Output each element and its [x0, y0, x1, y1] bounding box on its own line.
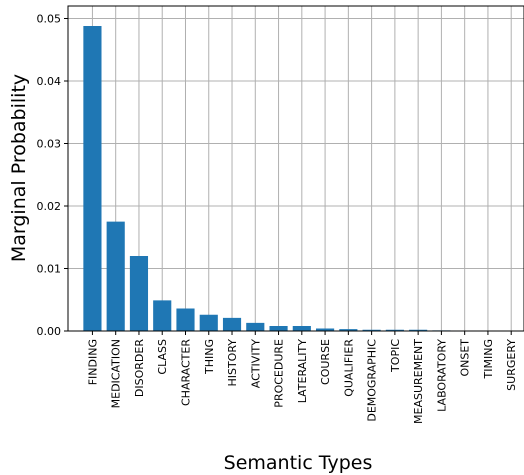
axes — [64, 5, 524, 335]
x-tick-label: ACTIVITY — [249, 339, 262, 388]
bars — [83, 26, 521, 331]
x-tick-label: LABORATORY — [435, 339, 448, 412]
x-tick-label: LATERALITY — [296, 339, 309, 404]
x-tick-label: MEDICATION — [110, 339, 123, 408]
bar-topic — [385, 329, 404, 331]
x-tick-label: HISTORY — [226, 339, 239, 387]
y-tick-label: 0.01 — [37, 263, 62, 276]
y-tick-label: 0.03 — [37, 138, 62, 151]
y-tick-labels: 0.00 0.01 0.02 0.03 0.04 0.05 — [37, 13, 62, 339]
x-tick-label: SURGERY — [505, 339, 518, 391]
bar-character — [176, 308, 195, 331]
x-tick-label: CHARACTER — [179, 339, 192, 406]
y-tick-label: 0.05 — [37, 13, 62, 26]
x-tick-label: FINDING — [86, 339, 99, 385]
x-tick-label: DISORDER — [133, 339, 146, 397]
grid-lines — [68, 6, 524, 332]
bar-measurement — [409, 329, 428, 331]
plot-frame — [67, 5, 524, 332]
x-tick-label: PROCEDURE — [273, 339, 286, 408]
x-tick-labels: FINDING MEDICATION DISORDER CLASS CHARACTER T… — [86, 339, 518, 424]
y-axis-label: Marginal Probability — [8, 74, 30, 262]
bar-disorder — [129, 256, 149, 331]
x-axis-label: Semantic Types — [224, 452, 373, 474]
x-tick-label: THING — [203, 339, 216, 375]
bar-thing — [199, 314, 218, 331]
x-tick-label: COURSE — [319, 339, 332, 385]
bar-course — [316, 328, 335, 331]
bar-medication — [106, 221, 125, 331]
y-tick-label: 0.02 — [37, 200, 62, 213]
x-tick-label: QUALIFIER — [342, 339, 355, 397]
y-tick-label: 0.04 — [37, 75, 62, 88]
x-tick-label: DEMOGRAPHIC — [366, 339, 379, 422]
bar-laterality — [292, 326, 311, 331]
x-tick-label: TIMING — [482, 339, 495, 379]
y-tick-label: 0.00 — [37, 325, 62, 338]
x-tick-label: CLASS — [156, 339, 169, 375]
bar-procedure — [269, 326, 288, 331]
x-tick-label: ONSET — [459, 339, 472, 377]
bar-finding — [83, 26, 102, 331]
x-tick-label: MEASUREMENT — [412, 339, 425, 424]
bar-class — [153, 300, 172, 331]
bar-qualifier — [339, 329, 358, 331]
bar-demographic — [362, 329, 381, 331]
bar-activity — [246, 322, 265, 331]
x-tick-label: TOPIC — [389, 339, 402, 373]
bar-history — [222, 317, 242, 331]
